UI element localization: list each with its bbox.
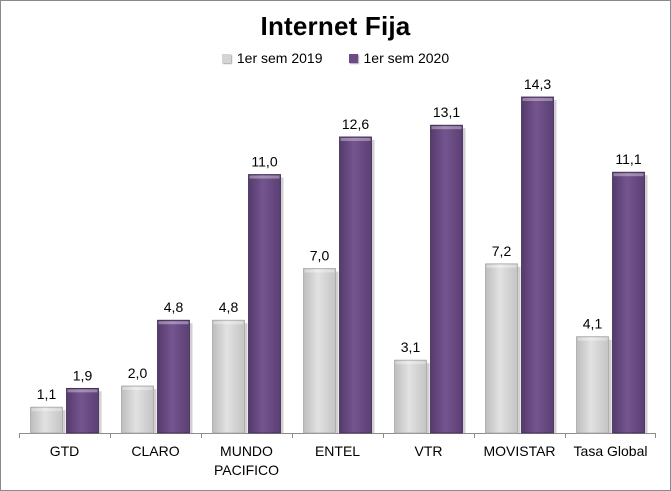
legend-swatch-2020: [348, 53, 358, 63]
category-label: ENTEL: [315, 443, 360, 459]
chart-legend: 1er sem 2019 1er sem 2020: [1, 50, 670, 66]
bar-2020: [612, 171, 645, 434]
bar-highlight: [304, 269, 335, 273]
bar-2020: [157, 319, 190, 434]
bar-value-label: 7,2: [492, 243, 512, 259]
bar-highlight: [213, 321, 244, 325]
bar-value-label: 1,9: [73, 367, 93, 383]
bar-value-label: 4,8: [219, 299, 239, 315]
legend-label-2019: 1er sem 2019: [236, 50, 323, 66]
bar-2020: [66, 387, 99, 434]
legend-swatch-2019: [221, 53, 231, 63]
bar-value-label: 1,1: [37, 386, 57, 402]
bar-highlight: [522, 98, 553, 101]
bar-value-label: 11,0: [251, 154, 277, 170]
bar-highlight: [31, 408, 62, 412]
bar-2020: [430, 124, 463, 434]
bar-2020: [248, 174, 281, 434]
bar-value-label: 11,1: [615, 151, 641, 167]
chart-title: Internet Fija: [260, 11, 411, 41]
bar-highlight: [486, 264, 517, 268]
category-label: MOVISTAR: [483, 443, 555, 459]
category-label: VTR: [415, 443, 443, 459]
bar-2019: [394, 359, 427, 434]
bar-value-label: 12,6: [342, 116, 369, 132]
category-label: PACIFICO: [214, 462, 279, 478]
category-label: CLARO: [131, 443, 179, 459]
bar-value-label: 13,1: [433, 104, 460, 120]
bar-value-label: 3,1: [401, 339, 421, 355]
bar-highlight: [340, 137, 371, 141]
bar-highlight: [395, 361, 426, 365]
bar-2019: [121, 385, 154, 434]
bar-highlight: [122, 387, 153, 391]
bar-2019: [485, 263, 518, 434]
bar-2019: [576, 336, 609, 434]
bar-value-label: 4,8: [164, 299, 184, 315]
category-label: GTD: [50, 443, 80, 459]
legend-label-2020: 1er sem 2020: [363, 50, 450, 66]
bar-highlight: [158, 321, 189, 325]
bar-highlight: [431, 126, 462, 130]
bar-highlight: [577, 337, 608, 341]
bar-2020: [339, 136, 372, 434]
category-label: MUNDO: [220, 443, 273, 459]
bar-value-label: 2,0: [128, 365, 148, 381]
bar-highlight: [249, 175, 280, 179]
bar-2019: [212, 319, 245, 434]
bar-value-label: 7,0: [310, 248, 330, 264]
bar-value-label: 14,3: [524, 76, 551, 92]
legend-item-2020: 1er sem 2020: [348, 50, 450, 66]
bar-2019: [303, 268, 336, 434]
legend-item-2019: 1er sem 2019: [221, 50, 323, 66]
category-label: Tasa Global: [574, 443, 648, 459]
bar-2019: [30, 406, 63, 434]
bar-2020: [521, 96, 554, 434]
bar-highlight: [67, 389, 98, 393]
bar-highlight: [613, 173, 644, 177]
bar-value-label: 4,1: [583, 316, 603, 332]
